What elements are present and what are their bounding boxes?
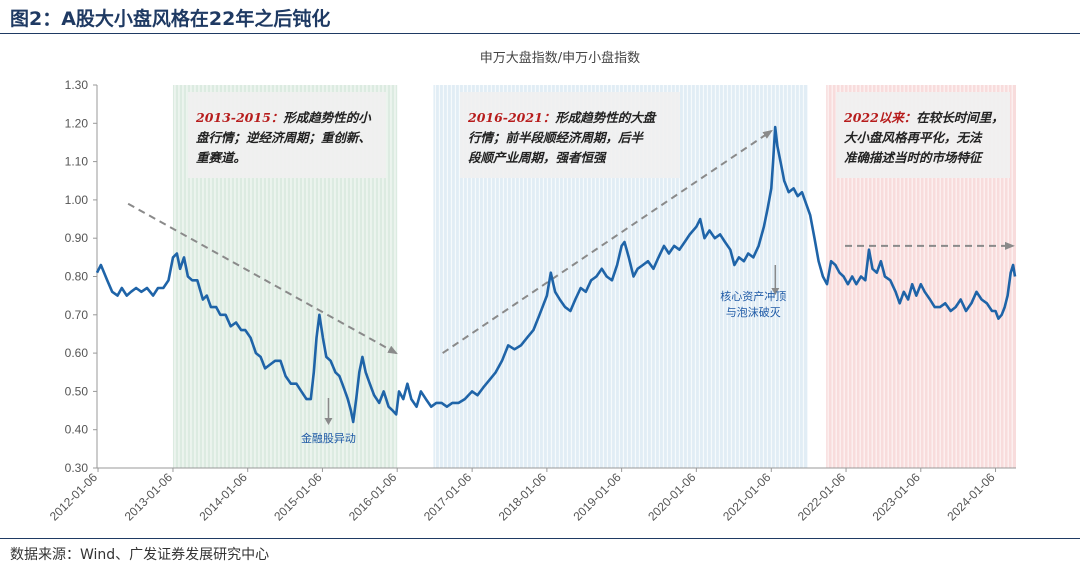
annotation-line: 段顺产业周期，强者恒强: [468, 150, 607, 165]
series-line-1: [95, 125, 1017, 424]
title-divider: [0, 33, 1080, 34]
event-label: 金融股异动: [301, 431, 356, 445]
annotation-line: 重赛道。: [196, 150, 246, 165]
y-tick-label: 0.70: [65, 308, 89, 322]
x-tick-label: 2018-01-06: [496, 470, 550, 524]
annotation-text-1: 2013-2015：形成趋势性的小: [195, 110, 372, 125]
trend-arrows: [127, 129, 1015, 355]
ratio-line-chart: 0.30 0.40 0.50 0.60 0.70 0.80 0.90 1.00 1.10 1.20…: [47, 50, 1017, 524]
y-tick-label: 0.30: [65, 461, 89, 475]
event-label: 核心资产冲顶: [720, 289, 786, 303]
series-line-layer: [95, 125, 1017, 424]
y-tick-label: 1.20: [65, 116, 89, 130]
annotation-box-3: [836, 92, 1010, 178]
x-tick-label: 2014-01-06: [197, 470, 251, 524]
y-tick-label: 0.50: [65, 384, 89, 398]
footer-divider: [0, 538, 1080, 539]
annotation-line: 行情；前半段顺经济周期，后半: [468, 130, 645, 145]
x-tick-label: 2013-01-06: [122, 470, 176, 524]
annotation-line: 准确描述当时的市场特征: [844, 150, 984, 165]
data-source: 数据来源：Wind、广发证券发展研究中心: [10, 547, 270, 563]
trend-arrow: [442, 129, 773, 354]
y-tick-label: 0.60: [65, 346, 89, 360]
y-tick-label: 0.80: [65, 270, 89, 284]
annotation-line: 盘行情；逆经济周期；重创新、: [196, 130, 371, 145]
annotation-text-2: 2016-2021：形成趋势性的大盘: [467, 110, 657, 125]
event-label: 与泡沫破灭: [726, 305, 781, 319]
figure-title: 图2：A股大小盘风格在22年之后钝化: [10, 8, 331, 30]
x-tick-label: 2016-01-06: [346, 470, 400, 524]
x-tick-label: 2024-01-06: [944, 470, 998, 524]
event-arrow-head: [771, 288, 780, 295]
event-arrow-head: [324, 418, 333, 425]
y-tick-label: 1.30: [65, 78, 89, 92]
x-tick-label: 2021-01-06: [720, 470, 774, 524]
x-tick-label: 2023-01-06: [870, 470, 924, 524]
y-tick-label: 0.40: [65, 423, 89, 437]
x-tick-label: 2017-01-06: [421, 470, 475, 524]
x-tick-label: 2019-01-06: [570, 470, 624, 524]
x-tick-label: 2015-01-06: [271, 470, 325, 524]
x-tick-label: 2020-01-06: [645, 470, 699, 524]
chart-title: 申万大盘指数/申万小盘指数: [480, 50, 640, 66]
y-tick-label: 1.00: [65, 193, 89, 207]
annotation-box-1: [188, 92, 386, 178]
y-tick-label: 0.90: [65, 231, 89, 245]
annotation-text-3: 2022以来：在较长时间里，: [843, 110, 1004, 125]
x-tick-label: 2022-01-06: [795, 470, 849, 524]
annotation-line: 大小盘风格再平化，无法: [844, 130, 983, 145]
x-tick-label: 2012-01-06: [47, 470, 101, 524]
y-tick-label: 1.10: [65, 155, 89, 169]
annotation-box-2: [460, 92, 680, 178]
trend-arrow: [127, 202, 398, 355]
